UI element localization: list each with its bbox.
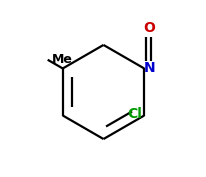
Text: Me: Me (52, 53, 73, 66)
Text: Cl: Cl (127, 107, 141, 121)
Text: O: O (143, 21, 154, 35)
Text: N: N (143, 61, 154, 75)
